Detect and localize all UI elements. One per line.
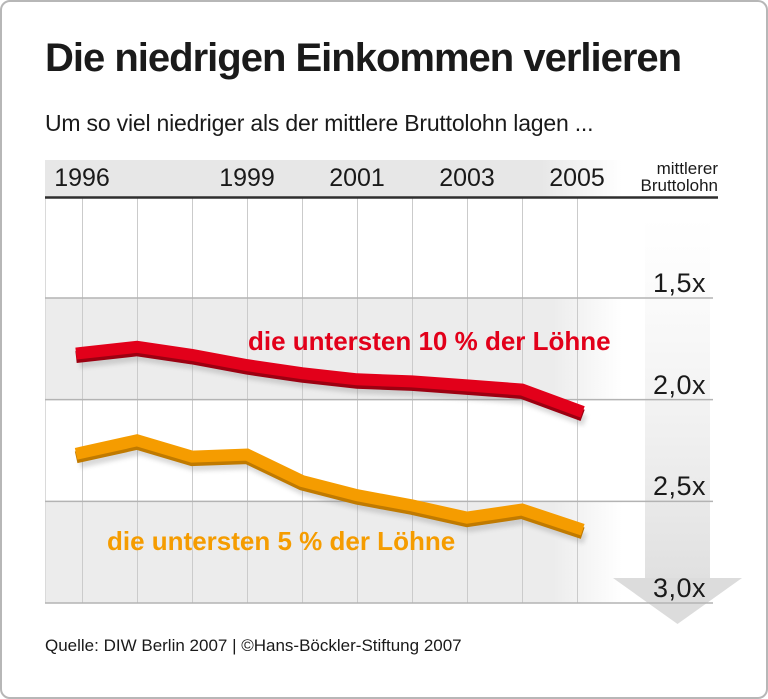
series-label-lowest-5pct: die untersten 5 % der Löhne (107, 526, 456, 556)
y-axis-unit-line1: mittlerer (656, 159, 718, 178)
x-axis-year-band (45, 160, 622, 197)
series-label-lowest-10pct: die untersten 10 % der Löhne (248, 326, 611, 356)
y-tick-2-0x: 2,0x (652, 370, 706, 400)
y-tick-1-5x: 1,5x (652, 268, 706, 298)
page-title: Die niedrigen Einkommen verlieren (45, 36, 682, 80)
y-axis-unit-line2: Bruttolohn (640, 175, 719, 195)
series-line-lowest-10pct (75, 340, 588, 426)
vertical-gridlines (45, 198, 578, 603)
y-axis-unit-label: mittlerer Bruttolohn (640, 159, 719, 195)
page-subtitle: Um so viel niedriger als der mittlere Br… (45, 110, 594, 136)
x-tick-2003: 2003 (439, 164, 495, 192)
x-tick-2001: 2001 (329, 164, 385, 192)
median-wage-down-arrow-icon (613, 216, 742, 624)
x-tick-1999: 1999 (219, 164, 275, 192)
series-line-lowest-5pct (74, 434, 587, 544)
x-tick-2005: 2005 (549, 164, 605, 192)
y-tick-2-5x: 2,5x (652, 471, 706, 501)
y-tick-3-0x: 3,0x (652, 573, 706, 603)
source-note: Quelle: DIW Berlin 2007 | ©Hans-Böckler-… (45, 636, 462, 655)
x-tick-1996: 1996 (54, 164, 110, 192)
